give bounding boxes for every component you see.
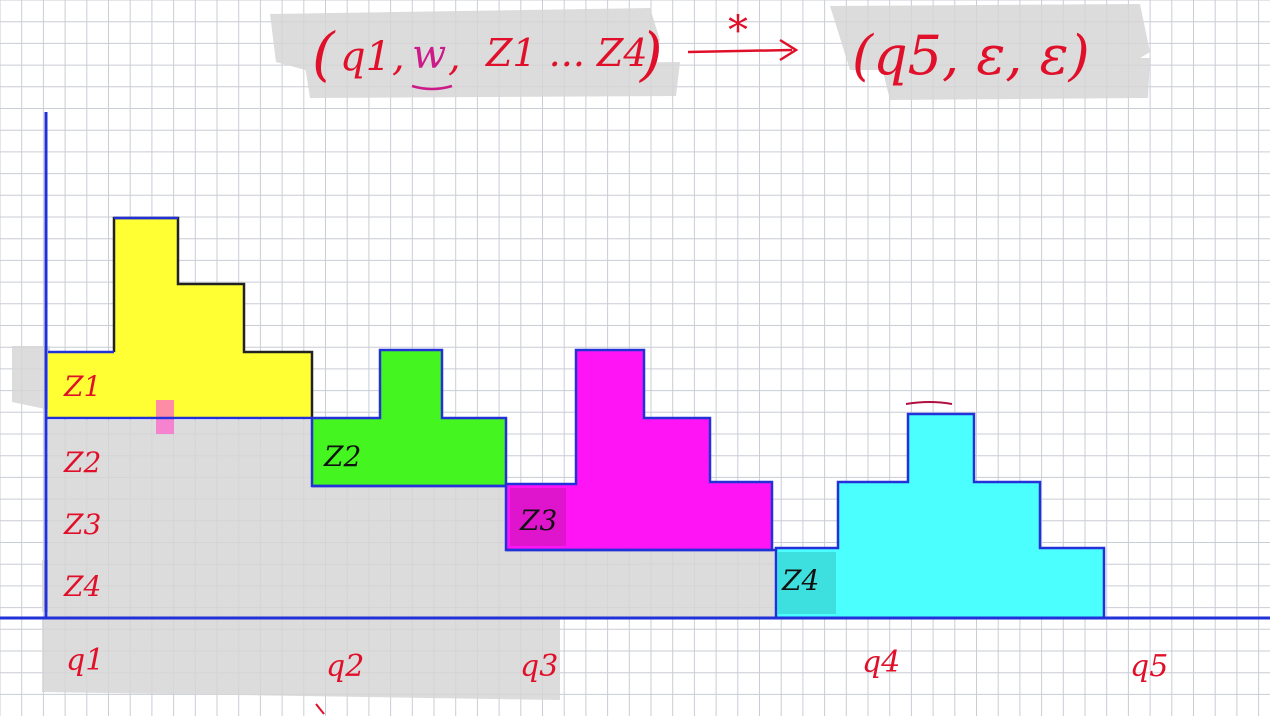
green-block-label: Z2 <box>323 440 361 473</box>
formula-comma-2: , <box>448 34 461 80</box>
configuration-formula: ( q1 , w , Z1 ... Z4 ) * (q5, ε, ε) <box>312 8 1090 88</box>
formula-comma-1: , <box>392 34 405 80</box>
yellow-block-blue-edges <box>48 216 178 354</box>
magenta-block-shade <box>510 488 566 546</box>
shade-formula-bottom <box>305 62 680 98</box>
shade-z4-label <box>42 560 110 612</box>
formula-star: * <box>728 8 748 54</box>
state-label-q3: q3 <box>520 649 558 684</box>
formula-state: q1 <box>340 34 391 80</box>
gray-highlight-shapes <box>12 4 1150 700</box>
stack-label-z3: Z3 <box>63 508 101 541</box>
state-label-q4: q4 <box>862 645 900 680</box>
formula-target-config: (q5, ε, ε) <box>852 24 1090 87</box>
state-label-q5: q5 <box>1130 649 1168 684</box>
cyan-block-label: Z4 <box>781 564 819 597</box>
stack-label-z1: Z1 <box>63 370 101 403</box>
state-label-q2: q2 <box>326 649 364 684</box>
shade-formula-left <box>270 8 660 74</box>
shade-stack-area <box>48 420 775 618</box>
formula-open-paren: ( <box>312 20 336 88</box>
shade-mid-labels <box>300 618 560 686</box>
derivation-arrow-icon <box>687 38 799 62</box>
shade-formula-right-bottom <box>880 58 1150 100</box>
formula-close-paren: ) <box>638 20 663 88</box>
input-underline <box>411 84 453 91</box>
state-labels: q1 q2 q3 q4 q5 <box>66 643 1168 684</box>
state-label-q1: q1 <box>66 643 104 678</box>
shade-formula-right <box>830 4 1150 70</box>
formula-stack: Z1 ... Z4 <box>485 31 648 75</box>
magenta-block-label: Z3 <box>519 504 557 537</box>
stack-labels: Z1 Z2 Z3 Z4 <box>63 370 101 603</box>
block-labels: Z2 Z3 Z4 <box>323 440 819 597</box>
q2-tick-mark <box>315 703 325 715</box>
shade-left-bump <box>12 346 50 410</box>
stack-label-z4: Z4 <box>63 570 101 603</box>
formula-input: w <box>412 32 446 78</box>
cyan-block-shade <box>778 552 836 614</box>
cyan-top-dash <box>905 401 953 405</box>
stack-label-z2: Z2 <box>63 446 101 479</box>
